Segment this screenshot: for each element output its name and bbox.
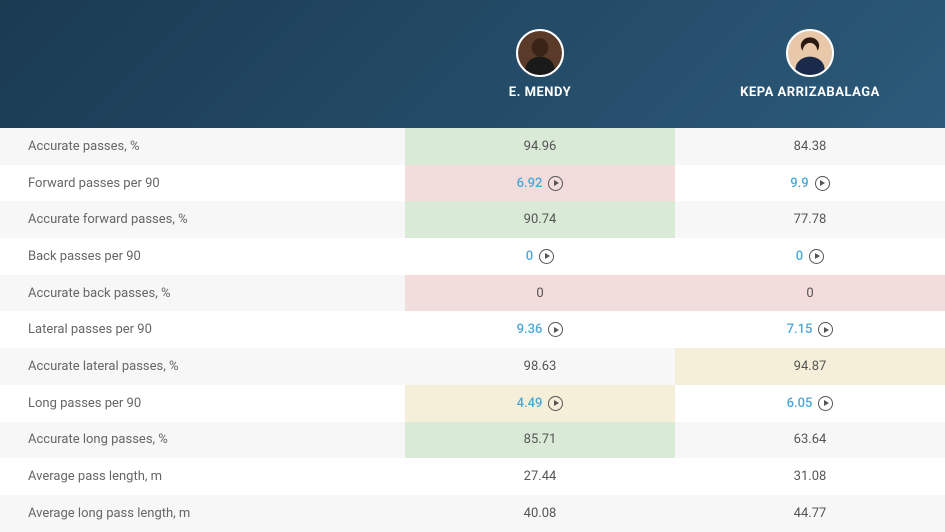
stat-label: Average long pass length, m [0, 495, 405, 532]
stat-value-player-1: 0 [405, 238, 675, 275]
stat-value-text: 90.74 [524, 212, 557, 227]
stat-value-player-1: 94.96 [405, 128, 675, 165]
stat-value-text: 94.87 [794, 359, 827, 374]
stat-value-text: 77.78 [794, 212, 827, 227]
stat-label: Forward passes per 90 [0, 165, 405, 202]
stat-value-text: 40.08 [524, 506, 557, 521]
stat-value-text: 31.08 [794, 469, 827, 484]
stat-value-player-1: 6.92 [405, 165, 675, 202]
header-spacer [0, 0, 405, 128]
stat-value-text: 94.96 [524, 139, 557, 154]
stat-value-text: 27.44 [524, 469, 557, 484]
stat-value-player-1: 4.49 [405, 385, 675, 422]
stat-value-player-1: 98.63 [405, 348, 675, 385]
play-icon[interactable] [548, 322, 563, 337]
stat-value-text: 0 [806, 286, 813, 301]
play-icon[interactable] [539, 249, 554, 264]
stat-value-text: 84.38 [794, 139, 827, 154]
play-icon[interactable] [809, 249, 824, 264]
stat-value-link[interactable]: 7.15 [787, 322, 813, 337]
player-2-name: KEPA ARRIZABALAGA [740, 85, 880, 100]
table-row: Lateral passes per 90 9.36 7.15 [0, 311, 945, 348]
table-row: Back passes per 90 0 0 [0, 238, 945, 275]
stat-value-text: 44.77 [794, 506, 827, 521]
stat-label: Accurate lateral passes, % [0, 348, 405, 385]
play-icon[interactable] [818, 322, 833, 337]
stat-value-player-1: 0 [405, 275, 675, 312]
stat-value-player-2: 9.9 [675, 165, 945, 202]
stat-label: Back passes per 90 [0, 238, 405, 275]
stat-value-player-2: 44.77 [675, 495, 945, 532]
stat-value-player-2: 31.08 [675, 458, 945, 495]
stat-label: Accurate back passes, % [0, 275, 405, 312]
stat-value-player-1: 27.44 [405, 458, 675, 495]
stat-value-text: 63.64 [794, 432, 827, 447]
table-row: Accurate passes, % 94.96 84.38 [0, 128, 945, 165]
stat-value-player-2: 6.05 [675, 385, 945, 422]
stat-value-player-2: 94.87 [675, 348, 945, 385]
stat-value-link[interactable]: 0 [796, 249, 803, 264]
table-row: Accurate forward passes, % 90.74 77.78 [0, 201, 945, 238]
play-icon[interactable] [548, 176, 563, 191]
stat-value-player-1: 85.71 [405, 422, 675, 459]
table-row: Accurate long passes, % 85.71 63.64 [0, 422, 945, 459]
play-icon[interactable] [548, 396, 563, 411]
stat-value-player-2: 84.38 [675, 128, 945, 165]
stat-value-player-2: 63.64 [675, 422, 945, 459]
stat-value-link[interactable]: 9.9 [790, 176, 808, 191]
stat-value-player-1: 9.36 [405, 311, 675, 348]
header-row: E. MENDY KEPA ARRIZABALAGA [0, 0, 945, 128]
stat-value-text: 0 [536, 286, 543, 301]
table-row: Average long pass length, m 40.08 44.77 [0, 495, 945, 532]
stat-label: Long passes per 90 [0, 385, 405, 422]
stats-table: Accurate passes, % 94.96 84.38 Forward pass… [0, 128, 945, 532]
stat-value-player-2: 77.78 [675, 201, 945, 238]
player-1-avatar [516, 29, 564, 77]
stat-value-player-1: 90.74 [405, 201, 675, 238]
stat-value-text: 85.71 [524, 432, 557, 447]
stat-value-link[interactable]: 6.92 [517, 176, 543, 191]
table-row: Average pass length, m 27.44 31.08 [0, 458, 945, 495]
stat-value-player-1: 40.08 [405, 495, 675, 532]
stat-label: Accurate long passes, % [0, 422, 405, 459]
table-row: Forward passes per 90 6.92 9.9 [0, 165, 945, 202]
player-2-avatar [786, 29, 834, 77]
stat-value-player-2: 0 [675, 275, 945, 312]
stat-value-link[interactable]: 0 [526, 249, 533, 264]
player-1-name: E. MENDY [509, 85, 571, 100]
play-icon[interactable] [818, 396, 833, 411]
stat-label: Average pass length, m [0, 458, 405, 495]
comparison-table: { "colors": { "header_gradient_from": "#… [0, 0, 945, 532]
table-row: Long passes per 90 4.49 6.05 [0, 385, 945, 422]
stat-value-link[interactable]: 6.05 [787, 396, 813, 411]
stat-value-link[interactable]: 4.49 [517, 396, 543, 411]
stat-value-player-2: 0 [675, 238, 945, 275]
table-row: Accurate back passes, % 0 0 [0, 275, 945, 312]
stat-value-player-2: 7.15 [675, 311, 945, 348]
play-icon[interactable] [815, 176, 830, 191]
table-row: Accurate lateral passes, % 98.63 94.87 [0, 348, 945, 385]
player-2-header: KEPA ARRIZABALAGA [675, 0, 945, 128]
player-1-header: E. MENDY [405, 0, 675, 128]
stat-label: Accurate forward passes, % [0, 201, 405, 238]
stat-label: Accurate passes, % [0, 128, 405, 165]
stat-value-link[interactable]: 9.36 [517, 322, 543, 337]
stat-label: Lateral passes per 90 [0, 311, 405, 348]
stat-value-text: 98.63 [524, 359, 557, 374]
